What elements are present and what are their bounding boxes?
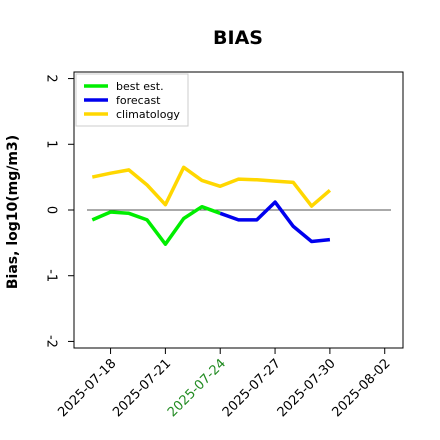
series-line-best-est [91, 204, 221, 246]
legend-label: forecast [116, 94, 161, 107]
y-tick-label: 2 [43, 74, 58, 82]
y-tick-label: -1 [43, 269, 58, 282]
x-tick-label: 2025-07-30 [275, 356, 339, 420]
y-tick-label: -2 [43, 335, 58, 348]
series-layer [91, 165, 332, 246]
y-tick-label: 1 [43, 140, 58, 148]
x-tick-label: 2025-07-24 [165, 356, 229, 420]
x-axis: 2025-07-182025-07-212025-07-242025-07-27… [55, 348, 394, 420]
x-tick-label: 2025-07-21 [110, 356, 174, 420]
y-axis-label: Bias, log10(mg/m3) [5, 135, 21, 289]
x-tick-label: 2025-08-02 [330, 356, 394, 420]
chart-title: BIAS [213, 27, 263, 49]
legend-label: climatology [116, 108, 180, 121]
x-tick-label: 2025-07-18 [55, 356, 119, 420]
series-line-forecast [219, 200, 331, 244]
y-tick-label: 0 [43, 206, 58, 214]
series-line-climatology [91, 165, 332, 208]
x-tick-label: 2025-07-27 [220, 356, 284, 420]
legend-label: best est. [116, 80, 164, 93]
y-axis: -2 -1 0 1 2 [43, 74, 74, 348]
